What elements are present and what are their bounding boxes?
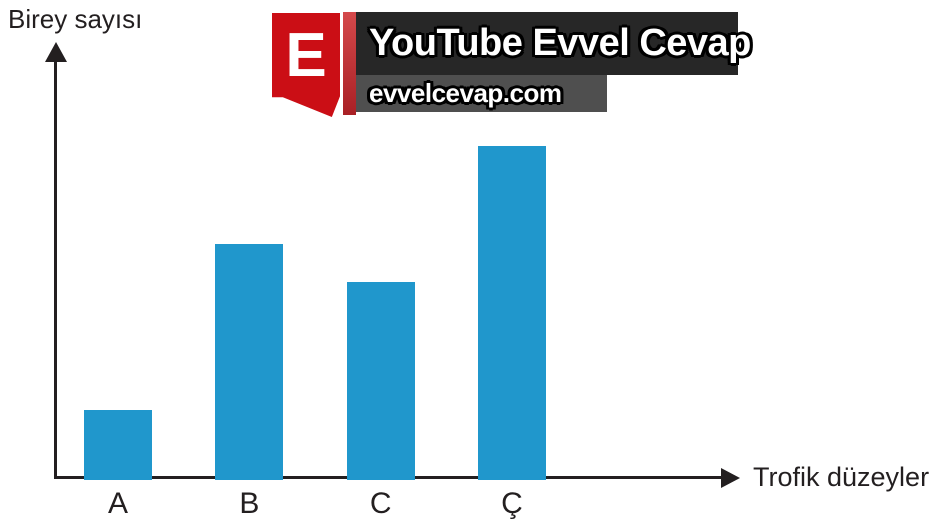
- bar-B: [215, 244, 284, 480]
- x-axis-label: Trofik düzeyler: [753, 462, 930, 492]
- category-label-Ç: Ç: [501, 487, 523, 520]
- watermark-title-banner: YouTube Evvel Cevap: [356, 12, 751, 75]
- watermark-url: evvelcevap.com: [369, 78, 562, 108]
- x-axis-arrow-icon: [721, 468, 740, 488]
- category-label-A: A: [107, 487, 128, 520]
- bar-C: [346, 282, 415, 480]
- category-label-B: B: [239, 487, 260, 520]
- bar-Ç: [477, 146, 546, 480]
- y-axis-arrow-icon: [45, 42, 67, 62]
- logo-red-stripe: [343, 12, 356, 115]
- channel-logo-letter-icon: E: [285, 20, 327, 90]
- channel-logo-badge: E: [272, 13, 340, 117]
- y-axis-label: Birey sayısı: [8, 4, 143, 34]
- bar-group: [84, 130, 546, 480]
- category-label-C: C: [369, 487, 392, 520]
- watermark-url-banner: evvelcevap.com: [356, 75, 607, 112]
- y-axis-line: [54, 58, 57, 479]
- watermark-title: YouTube Evvel Cevap: [369, 22, 751, 64]
- bar-A: [84, 410, 152, 480]
